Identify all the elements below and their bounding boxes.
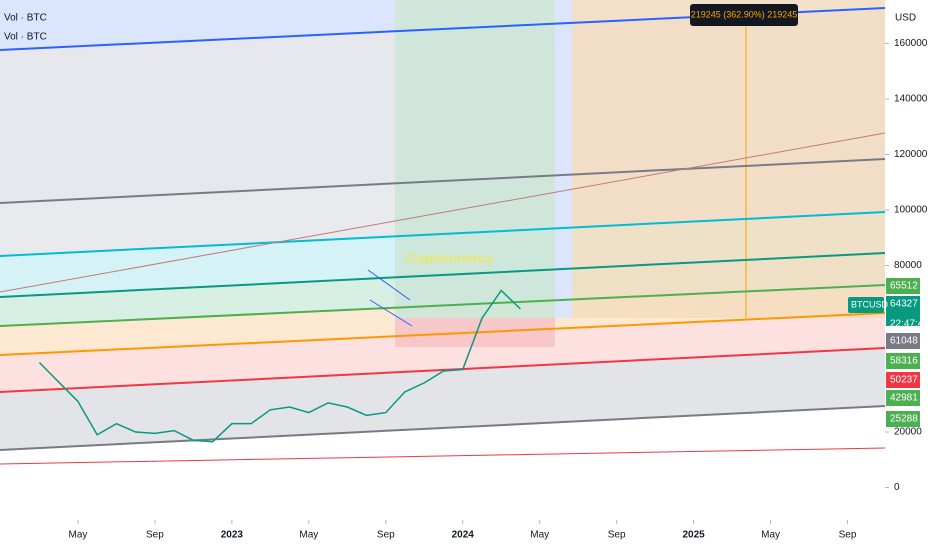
y-tick-label: 0 xyxy=(894,482,900,493)
x-tick-label: Sep xyxy=(377,530,395,541)
x-tick-label: Sep xyxy=(146,530,164,541)
x-tick-label: 2025 xyxy=(682,530,705,541)
price-label: 64327 xyxy=(890,299,918,310)
price-label: 25288 xyxy=(890,414,918,425)
price-label-box xyxy=(886,278,920,294)
price-label-box xyxy=(886,390,920,406)
measure-label: 219245 (362.90%) 219245 xyxy=(691,9,798,19)
countdown-label: 22:47:45 xyxy=(890,319,929,330)
price-label: 42981 xyxy=(890,393,918,404)
symbol-label: BTCUSD xyxy=(851,299,889,309)
y-tick-label: 100000 xyxy=(894,205,928,216)
x-tick-label: Sep xyxy=(608,530,626,541)
x-tick-label: May xyxy=(299,530,318,541)
price-label-box xyxy=(886,411,920,427)
x-tick-label: May xyxy=(761,530,780,541)
price-label: 65512 xyxy=(890,281,918,292)
x-tick-label: 2023 xyxy=(221,530,244,541)
price-label: 61048 xyxy=(890,336,918,347)
measure-box xyxy=(690,4,798,26)
price-label-box xyxy=(886,372,920,388)
y-tick-label: 80000 xyxy=(894,260,922,271)
x-tick-label: May xyxy=(69,530,88,541)
currency-label[interactable]: USD xyxy=(895,13,916,24)
price-label: 50237 xyxy=(890,375,918,386)
y-tick-label: 120000 xyxy=(894,149,928,160)
legend-label: Vol · BTC xyxy=(4,13,47,24)
price-label-box xyxy=(886,296,920,326)
y-tick-label: 160000 xyxy=(894,38,928,49)
x-tick-label: May xyxy=(530,530,549,541)
annotation: Cryptocurrency xyxy=(405,250,494,265)
y-tick-label: 140000 xyxy=(894,94,928,105)
price-label: 58316 xyxy=(890,356,918,367)
x-tick-label: Sep xyxy=(839,530,857,541)
x-tick-label: 2024 xyxy=(452,530,475,541)
legend-label: Vol · BTC xyxy=(4,32,47,43)
symbol-box xyxy=(848,297,884,313)
price-label-box xyxy=(886,333,920,349)
price-label-box xyxy=(886,353,920,369)
price-line xyxy=(38,289,521,443)
y-tick-label: 20000 xyxy=(894,427,922,438)
